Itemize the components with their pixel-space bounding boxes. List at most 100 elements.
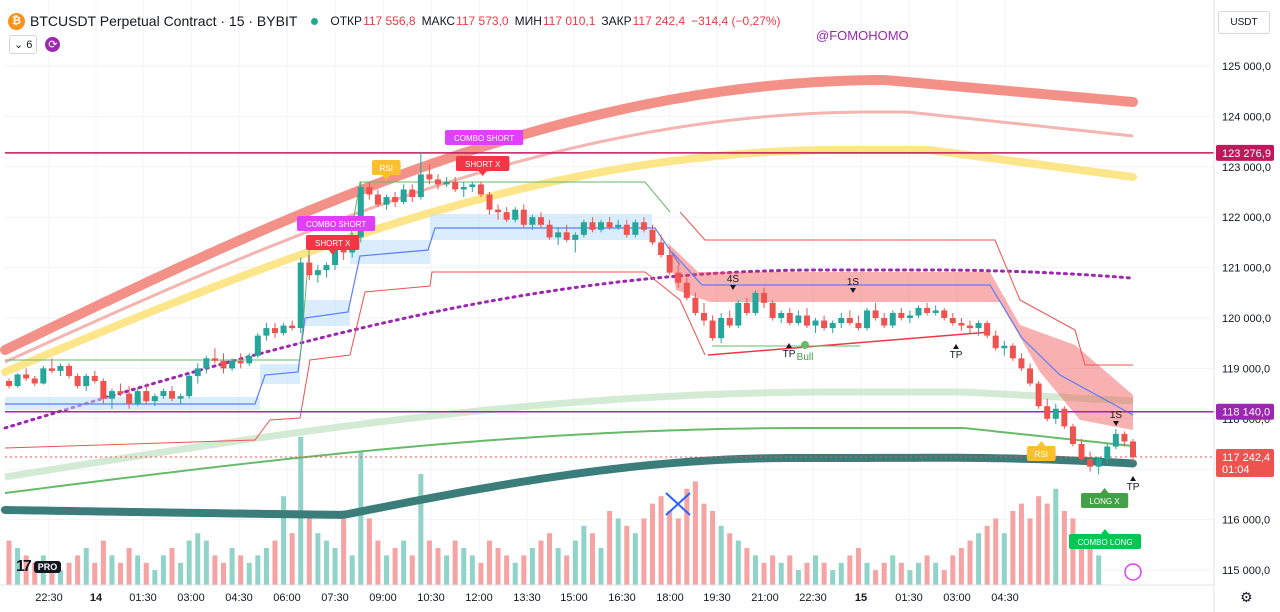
time-tick-label: 22:30 xyxy=(35,592,63,604)
candle-body xyxy=(803,315,810,326)
volume-bar xyxy=(624,525,630,585)
candle-body xyxy=(254,335,261,356)
volume-bar xyxy=(289,533,295,585)
time-tick-label: 04:30 xyxy=(991,592,1019,604)
volume-bar xyxy=(469,555,475,585)
candle-body xyxy=(117,391,124,394)
volume-bar xyxy=(641,518,647,585)
indicators-toggle-button[interactable]: ⌄ 6 xyxy=(9,35,38,54)
candle-body xyxy=(40,368,47,384)
candle-body xyxy=(374,194,381,205)
volume-bar xyxy=(1036,496,1042,585)
volume-bar xyxy=(701,503,707,585)
candle-body xyxy=(443,181,450,185)
marker-arrow xyxy=(786,343,792,348)
signal-label: RSI xyxy=(1027,441,1056,461)
volume-bar xyxy=(864,562,870,585)
candle-body xyxy=(66,365,73,376)
candle-body xyxy=(435,179,442,185)
bitcoin-icon: ₿ xyxy=(8,12,25,30)
candle-body xyxy=(829,323,836,329)
volume-bar xyxy=(744,548,750,585)
candles xyxy=(6,151,1136,475)
signal-label: SHORT X xyxy=(306,235,360,255)
price-lines xyxy=(5,152,1214,458)
candle-body xyxy=(486,194,493,210)
candle-body xyxy=(615,224,622,228)
signal-label: SHORT X xyxy=(456,156,510,176)
candle-body xyxy=(237,360,244,364)
candle-body xyxy=(31,378,38,384)
volume-bar xyxy=(650,503,656,585)
time-tick-label: 14 xyxy=(90,592,103,604)
volume-bar xyxy=(950,555,956,585)
volume-bar xyxy=(873,570,879,585)
volume-bar xyxy=(135,555,141,585)
candle-body xyxy=(846,318,853,324)
volume-bar xyxy=(1070,518,1076,585)
candle-body xyxy=(546,224,553,238)
volume-bar xyxy=(658,496,664,585)
volume-bar xyxy=(118,562,124,585)
volume-bar xyxy=(529,548,535,585)
volume-bar xyxy=(976,533,982,585)
volume-bar xyxy=(212,555,218,585)
volume-bar xyxy=(349,555,355,585)
tradingview-logo[interactable]: 17 PRO xyxy=(16,558,62,576)
volume-bar xyxy=(486,540,492,585)
time-tick-label: 18:00 xyxy=(656,592,684,604)
volume-bar xyxy=(547,533,553,585)
volume-bar xyxy=(178,562,184,585)
candle-body xyxy=(366,186,373,195)
blue-channel-line xyxy=(5,227,681,405)
refresh-icon[interactable]: ⟳ xyxy=(45,37,61,52)
candle-body xyxy=(1121,433,1128,442)
marker-arrow xyxy=(730,285,736,290)
volume-bar xyxy=(23,555,29,585)
price-line-tag xyxy=(1216,448,1274,477)
volume-bar xyxy=(221,562,227,585)
light-green-band xyxy=(4,388,1134,481)
candle-body xyxy=(718,318,725,339)
currency-button[interactable]: USDT xyxy=(1218,11,1270,34)
candle-body xyxy=(203,358,210,369)
gear-icon[interactable]: ⚙ xyxy=(1240,589,1253,605)
candle-body xyxy=(1069,426,1076,444)
light-red-trend xyxy=(4,110,1134,364)
candle-body xyxy=(966,325,973,329)
volume-bar xyxy=(572,540,578,585)
purple-dotted-trend xyxy=(3,268,1135,430)
indicator-bands xyxy=(0,75,1138,519)
candle-body xyxy=(786,312,793,324)
price-line-tag-text: 123 276,9 xyxy=(1222,148,1271,160)
volume-bar xyxy=(495,548,501,585)
candle-body xyxy=(280,325,287,334)
marker-label: 4S xyxy=(727,274,740,285)
candle-body xyxy=(271,328,278,334)
candle-body xyxy=(289,325,296,329)
volume-bar xyxy=(15,548,21,585)
candle-body xyxy=(992,335,999,349)
marker-label: TP xyxy=(950,350,963,361)
candle-body xyxy=(74,375,81,387)
symbol-title[interactable]: BTCUSDT Perpetual Contract · 15 · BYBIT xyxy=(30,13,298,29)
candle-body xyxy=(692,297,699,313)
signal-label: COMBO SHORT xyxy=(445,130,524,145)
volume-bar xyxy=(1018,503,1024,585)
volume-bar xyxy=(787,555,793,585)
volume-bar xyxy=(890,555,896,585)
candle-body xyxy=(572,234,579,240)
price-tick-label: 120 000,0 xyxy=(1222,313,1271,325)
candle-body xyxy=(83,375,90,387)
candle-body xyxy=(177,396,184,399)
yellow-trend-band xyxy=(1,146,1137,376)
candle-body xyxy=(675,272,682,283)
candle-body xyxy=(709,320,716,339)
candle-body xyxy=(357,186,364,238)
volume-bar xyxy=(752,555,758,585)
volume-bar xyxy=(778,562,784,585)
volume-bar xyxy=(444,555,450,585)
volume-bar xyxy=(607,511,613,585)
